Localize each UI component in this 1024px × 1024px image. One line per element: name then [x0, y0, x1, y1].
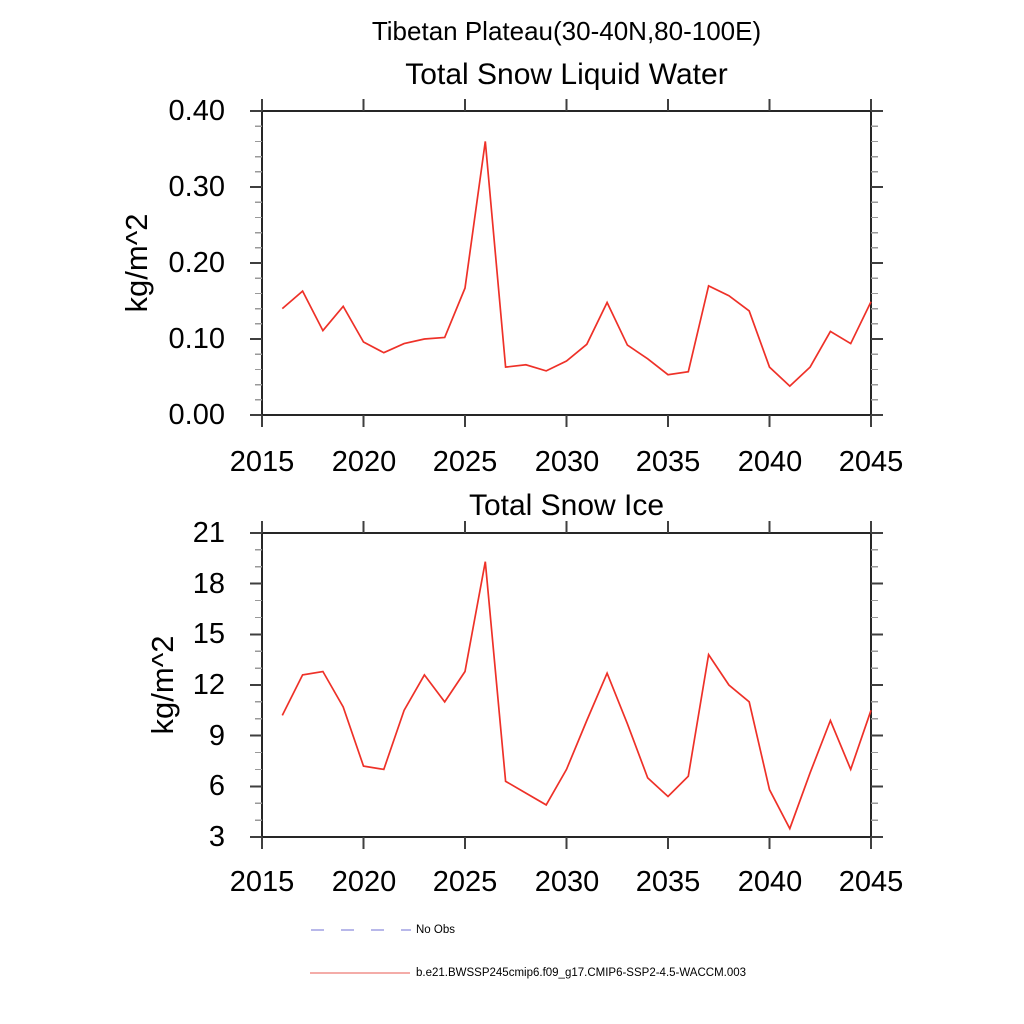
x-tick-label: 2020 — [331, 866, 397, 898]
y-tick-label: 0.10 — [168, 323, 225, 355]
chart-title-total-snow-liquid-water: Total Snow Liquid Water — [405, 58, 728, 91]
y-tick-label: 0.00 — [168, 399, 225, 431]
y-tick-label: 12 — [192, 669, 225, 701]
x-tick-label: 2035 — [635, 866, 701, 898]
y-tick-label: 0.40 — [168, 95, 225, 127]
y-tick-label: 3 — [208, 821, 225, 853]
x-tick-label: 2030 — [534, 446, 600, 478]
x-tick-label: 2025 — [432, 446, 498, 478]
plot-frame — [261, 110, 872, 416]
chart-title-total-snow-ice: Total Snow Ice — [468, 489, 665, 522]
legend-label-model-run: b.e21.BWSSP245cmip6.f09_g17.CMIP6-SSP2-4… — [416, 967, 747, 979]
x-tick-label: 2045 — [838, 866, 904, 898]
x-tick-label: 2045 — [838, 446, 904, 478]
y-tick-label: 0.20 — [168, 247, 225, 279]
series-line-snow-ice — [281, 561, 872, 831]
x-tick-label: 2035 — [635, 446, 701, 478]
x-tick-label: 2040 — [737, 866, 803, 898]
x-tick-label: 2040 — [737, 446, 803, 478]
x-tick-label: 2015 — [229, 866, 295, 898]
series-line-liquid-water — [281, 141, 872, 388]
y-tick-label: 15 — [192, 618, 225, 650]
y-tick-label: 0.30 — [168, 171, 225, 203]
x-tick-label: 2025 — [432, 866, 498, 898]
y-tick-label: 18 — [192, 568, 225, 600]
plot-frame — [261, 532, 872, 838]
y-tick-label: 6 — [208, 770, 225, 802]
x-tick-label: 2020 — [331, 446, 397, 478]
x-tick-label: 2015 — [229, 446, 295, 478]
legend-label-no-obs: No Obs — [416, 924, 455, 936]
x-tick-label: 2030 — [534, 866, 600, 898]
y-tick-label: 21 — [192, 517, 225, 549]
page-title: Tibetan Plateau(30-40N,80-100E) — [371, 16, 762, 46]
y-tick-label: 9 — [208, 720, 225, 752]
